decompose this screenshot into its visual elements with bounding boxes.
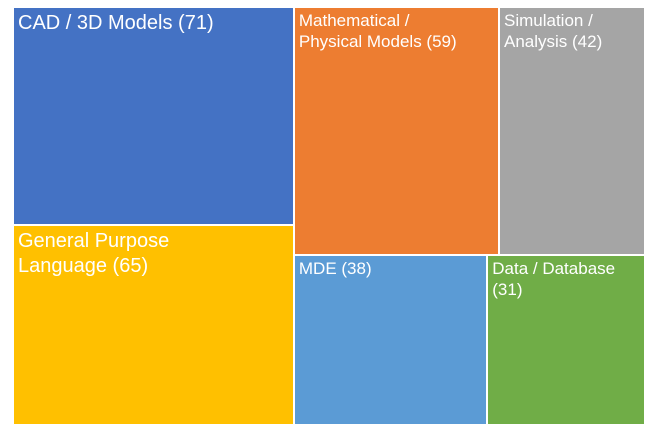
tile-label: MDE (38) — [298, 259, 372, 279]
tile-label: General Purpose Language (65) — [18, 230, 170, 277]
tile: Simulation / Analysis (42) — [498, 7, 645, 256]
tile: MDE (38) — [293, 255, 488, 425]
tile: General Purpose Language (65) — [13, 225, 294, 425]
tile: CAD / 3D Models (71) — [13, 7, 294, 226]
tile: Mathematical / Physical Models (59) — [293, 7, 499, 256]
tile-label: CAD / 3D Models (71) — [18, 12, 214, 34]
tile-label: Data / Database (31) — [492, 259, 616, 300]
tile: Data / Database (31) — [487, 255, 645, 425]
tile-label: Mathematical / Physical Models (59) — [298, 11, 457, 51]
tile-label: Simulation / Analysis (42) — [503, 11, 603, 51]
